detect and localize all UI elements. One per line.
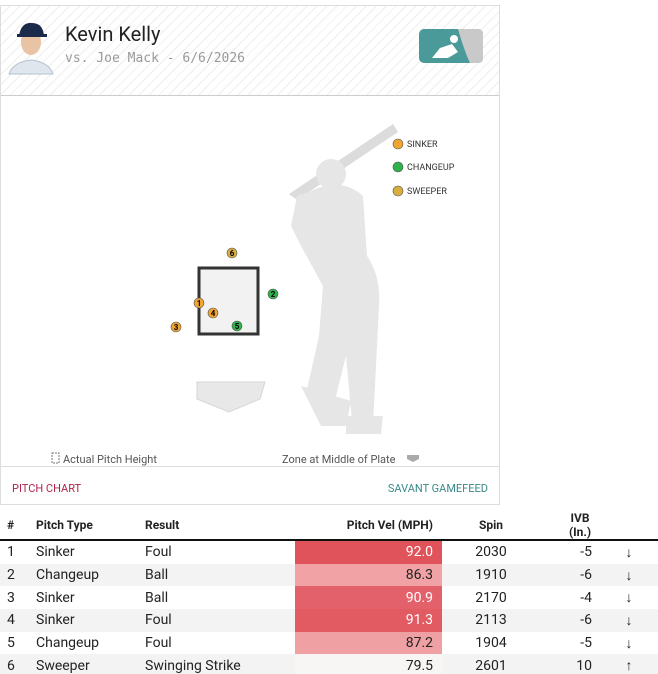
column-header: Pitch Type [29, 511, 138, 541]
footnote: Actual Pitch Height [63, 453, 157, 466]
pitch-velocity: 79.5 [295, 654, 442, 674]
pitch-dot [267, 288, 279, 300]
icon [407, 455, 419, 462]
player-photo [8, 22, 54, 75]
pitch-number: 2 [271, 290, 276, 299]
ivb: 10 [540, 654, 600, 674]
ivb: -5 [580, 544, 592, 561]
ivb-arrow: ↓ [625, 544, 633, 561]
ivb: -6 [540, 609, 600, 632]
pitch-velocity: 86.3 [295, 563, 442, 587]
pitch-type: Sweeper [29, 654, 138, 674]
pitch-row: 6 Sweeper Swinging Strike 79.5 2601 10 ↑ [0, 654, 658, 674]
column-header: IVB (In.) [540, 511, 600, 541]
ivb: -5 [580, 635, 592, 652]
pitch-dot [170, 321, 182, 333]
row-number: 6 [0, 654, 29, 674]
legend-label: SWEEPER [407, 187, 447, 197]
ivb-arrow: ↓ [625, 590, 633, 607]
ivb-arrow: ↓ [625, 635, 633, 652]
spin: 1910 [442, 563, 540, 587]
pitch-dot [193, 297, 205, 309]
pitch-dot [226, 247, 238, 259]
pitch-type: Changeup [36, 635, 100, 652]
column-header: Spin [442, 511, 540, 541]
pitch-row: 4 Sinker Foul 91.3 2113 -6 ↓ [0, 609, 658, 632]
pitch-velocity: 87.2 [295, 631, 442, 655]
spin: 1904 [475, 635, 507, 652]
result: Ball [145, 589, 169, 606]
pitch-dot [231, 320, 243, 332]
pitch-number: 5 [235, 322, 240, 331]
pitch-number: 4 [211, 309, 216, 318]
ivb: -4 [580, 589, 592, 606]
pitch-type: Sinker [36, 544, 75, 561]
ivb-arrow: ↑ [600, 654, 658, 674]
pitch-velocity: 91.3 [295, 609, 442, 632]
spin: 2030 [475, 544, 507, 561]
matchup: vs. Joe Mack - 6/6/2026 [65, 51, 246, 66]
icon [51, 452, 60, 464]
legend-dot [392, 161, 404, 173]
pitch-row: 5 Changeup Foul 87.2 1904 -5 ↓ [0, 631, 658, 655]
row-number: 1 [7, 544, 15, 561]
spin: 2601 [442, 654, 540, 674]
result: Ball [138, 563, 295, 587]
pitch-type: Sinker [36, 589, 75, 606]
mlb-logo [419, 29, 483, 63]
home-plate [196, 381, 266, 413]
column-header [600, 511, 658, 541]
footnote: Zone at Middle of Plate [282, 453, 396, 466]
spin: 2170 [475, 589, 507, 606]
pitch-card: Kevin Kelly vs. Joe Mack - 6/6/2026 1 2 … [0, 5, 500, 505]
column-header: Result [138, 511, 295, 541]
spin: 2113 [442, 609, 540, 632]
result: Foul [138, 609, 295, 632]
tab[interactable]: SAVANT GAMEFEED [387, 482, 488, 495]
pitch-type: Changeup [29, 563, 138, 587]
pitch-velocity: 92.0 [295, 540, 442, 564]
header: Kevin Kelly vs. Joe Mack - 6/6/2026 [1, 6, 499, 96]
pitch-chart: 1 2 3 4 5 6 SINKER CHANGEUP SWEEPER Actu… [51, 124, 455, 466]
result: Swinging Strike [138, 654, 295, 674]
pitch-number: 3 [174, 323, 179, 332]
column-header: Pitch Vel (MPH) [295, 511, 442, 541]
ivb: -6 [540, 563, 600, 587]
legend-label: SINKER [407, 140, 438, 150]
header-row: # Pitch Type Result Pitch Vel (MPH) Spin… [0, 511, 658, 541]
pitch-row: 2 Changeup Ball 86.3 1910 -6 ↓ [0, 563, 658, 587]
pitch-number: 6 [230, 249, 235, 258]
row-number: 5 [7, 635, 15, 652]
column-header: # [0, 511, 29, 541]
result: Foul [145, 544, 172, 561]
row-number: 3 [7, 589, 15, 606]
pitch-number: 1 [197, 299, 202, 308]
strike-zone [197, 266, 260, 336]
player-name: Kevin Kelly [65, 22, 161, 46]
legend-label: CHANGEUP [407, 163, 455, 173]
pitch-table: # Pitch Type Result Pitch Vel (MPH) Spin… [0, 511, 658, 674]
tab[interactable]: PITCH CHART [12, 482, 82, 495]
row-number: 2 [0, 563, 29, 587]
pitch-dot [207, 307, 219, 319]
tabs: PITCH CHART SAVANT GAMEFEED [1, 466, 499, 505]
legend-dot [392, 185, 404, 197]
legend-dot [392, 138, 404, 150]
pitch-type: Sinker [29, 609, 138, 632]
batter-silhouette [289, 124, 398, 434]
pitch-velocity: 90.9 [295, 586, 442, 610]
ivb-arrow: ↓ [600, 563, 658, 587]
row-number: 4 [0, 609, 29, 632]
pitch-row: 3 Sinker Ball 90.9 2170 -4 ↓ [0, 586, 658, 610]
pitch-row: 1 Sinker Foul 92.0 2030 -5 ↓ [0, 540, 658, 564]
result: Foul [145, 635, 172, 652]
ivb-arrow: ↓ [600, 609, 658, 632]
